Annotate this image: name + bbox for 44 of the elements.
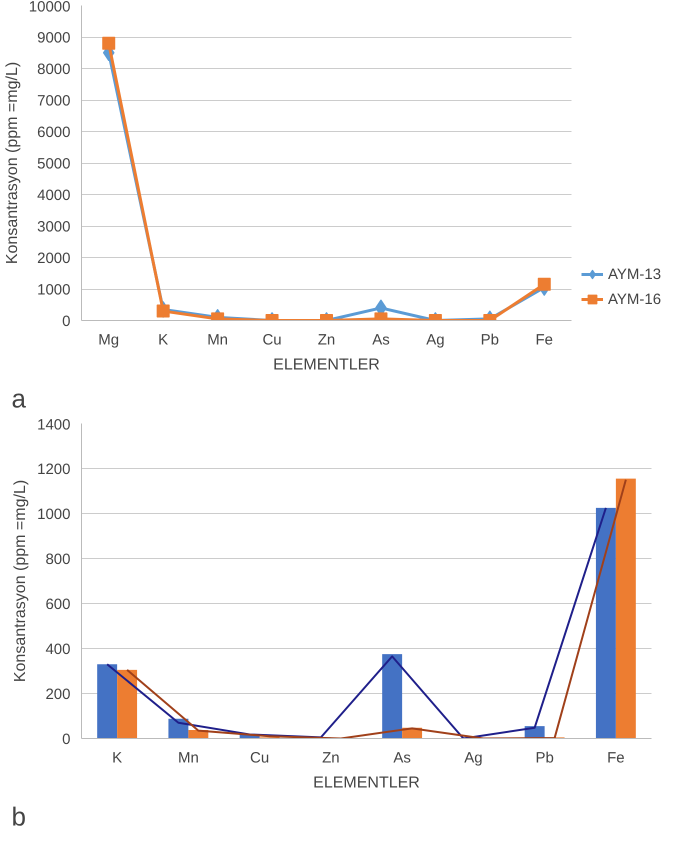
x-tick-label: Zn xyxy=(322,750,340,766)
x-tick-label: Fe xyxy=(607,750,625,766)
y-tick-label: 0 xyxy=(62,313,70,330)
y-axis-title: Konsantrasyon (ppm =mg/L) xyxy=(12,480,30,682)
y-tick-label: 800 xyxy=(45,551,71,568)
x-tick-label: Ag xyxy=(464,750,483,766)
x-tick-label: As xyxy=(372,332,390,348)
y-tick-label: 1000 xyxy=(37,506,71,523)
x-tick-label: Mn xyxy=(178,750,199,766)
legend-label: AYM-13 xyxy=(608,266,662,282)
y-tick-label: 1200 xyxy=(37,461,71,478)
x-tick-label: Mg xyxy=(98,332,120,348)
y-axis-title: Konsantrasyon (ppm =mg/L) xyxy=(4,62,21,264)
x-tick-label: Fe xyxy=(536,332,554,348)
x-tick-label: Ag xyxy=(426,332,445,348)
x-tick-label: Mn xyxy=(207,332,228,348)
x-tick-label: Zn xyxy=(318,332,336,348)
y-tick-label: 3000 xyxy=(37,218,71,236)
y-tick-label: 4000 xyxy=(37,187,71,204)
legend-label: AYM-16 xyxy=(608,290,662,308)
y-tick-label: 200 xyxy=(45,686,71,703)
x-axis-title: ELEMENTLER xyxy=(273,356,380,374)
y-tick-label: 8000 xyxy=(37,61,71,78)
text: a xyxy=(12,384,26,414)
x-tick-label: Cu xyxy=(262,332,282,348)
x-tick-label: Pb xyxy=(535,750,554,766)
y-tick-label: 6000 xyxy=(37,124,71,141)
y-tick-label: 2000 xyxy=(37,250,71,267)
y-tick-label: 7000 xyxy=(37,92,71,110)
y-tick-label: 1000 xyxy=(37,282,71,298)
x-tick-label: Pb xyxy=(480,332,500,348)
text: b xyxy=(12,802,26,832)
y-tick-label: 400 xyxy=(45,641,71,658)
x-tick-label: As xyxy=(393,750,411,766)
x-tick-label: K xyxy=(158,332,168,348)
y-tick-label: 10000 xyxy=(28,0,71,16)
x-tick-label: K xyxy=(112,750,122,766)
y-tick-label: 1400 xyxy=(37,416,71,434)
x-axis-title: ELEMENTLER xyxy=(313,774,420,792)
y-tick-label: 9000 xyxy=(37,30,71,46)
y-tick-label: 0 xyxy=(62,731,70,748)
y-tick-label: 5000 xyxy=(37,156,71,172)
x-tick-label: Cu xyxy=(250,750,270,766)
y-tick-label: 600 xyxy=(45,596,71,613)
